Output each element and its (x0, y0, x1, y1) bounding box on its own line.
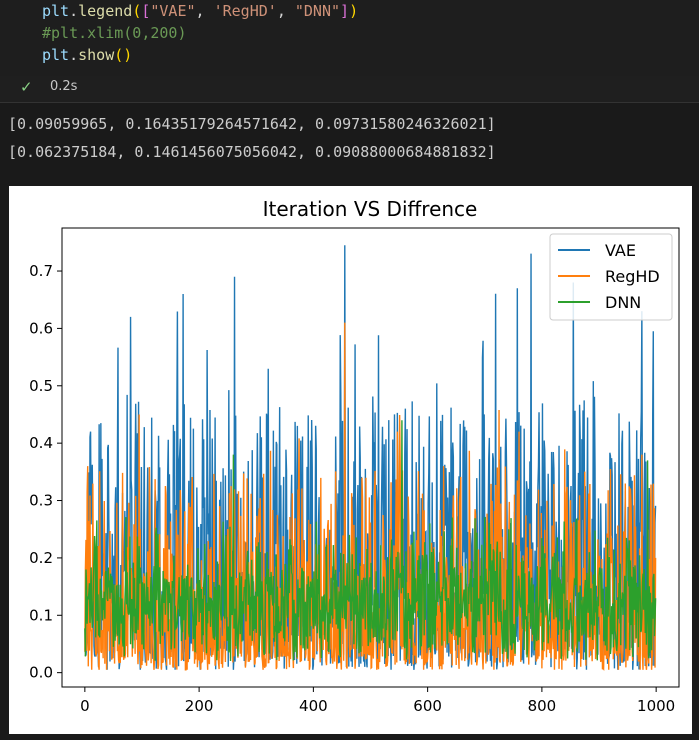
execution-time: 0.2s (50, 79, 78, 94)
legend-label-reghd: RegHD (605, 267, 660, 286)
y-tick-label: 0.2 (29, 549, 53, 567)
x-tick-label: 0 (80, 697, 90, 715)
y-tick-label: 0.5 (29, 377, 53, 395)
code-line-show: plt.show() (42, 46, 133, 64)
cell-divider (0, 102, 699, 103)
plot-output: Iteration VS Diffrence 0 200 400 600 800 1000… (9, 186, 692, 734)
legend-box (549, 233, 673, 321)
y-tick-label: 0.4 (29, 434, 53, 452)
y-tick-label: 0.1 (29, 606, 53, 624)
y-tick-label: 0.0 (29, 664, 53, 682)
legend-label-vae: VAE (605, 241, 636, 260)
code-line-legend: plt.legend(["VAE", 'RegHD', "DNN"]) (42, 2, 359, 20)
execution-status: ✓ 0.2s (0, 76, 699, 100)
series-line-dnn (84, 420, 657, 662)
x-tick-label: 600 (413, 697, 442, 715)
line-chart: Iteration VS Diffrence 0 200 400 600 800 1000… (29, 197, 680, 715)
x-tick-label: 400 (299, 697, 328, 715)
x-axis: 0 200 400 600 800 1000 (80, 687, 675, 715)
code-cell[interactable]: plt.legend(["VAE", 'RegHD', "DNN"]) #plt… (0, 0, 699, 76)
chart-title: Iteration VS Diffrence (263, 197, 478, 221)
legend-label-dnn: DNN (605, 293, 641, 312)
output-line-2: [0.062375184, 0.1461456075056042, 0.0908… (8, 143, 496, 161)
chart-legend: VAE RegHD DNN (549, 233, 673, 321)
series-lines (84, 245, 657, 671)
y-tick-label: 0.7 (29, 262, 53, 280)
y-axis: 0.0 0.1 0.2 0.3 0.4 0.5 0.6 0.7 (29, 262, 62, 682)
code-line-comment: #plt.xlim(0,200) (42, 24, 187, 42)
x-tick-label: 800 (528, 697, 557, 715)
x-tick-label: 1000 (637, 697, 675, 715)
output-line-1: [0.09059965, 0.16435179264571642, 0.0973… (8, 115, 496, 133)
x-tick-label: 200 (185, 697, 214, 715)
plot-area-frame (61, 227, 680, 688)
y-tick-label: 0.6 (29, 319, 53, 337)
y-tick-label: 0.3 (29, 492, 53, 510)
check-icon: ✓ (20, 78, 33, 96)
